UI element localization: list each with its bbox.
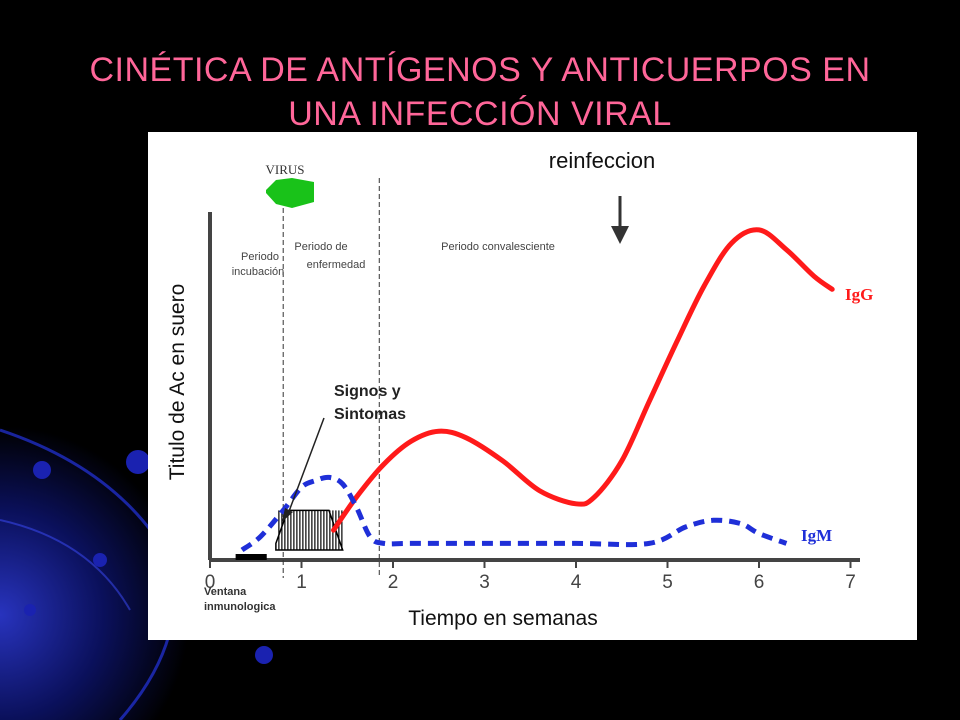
x-axis-title: Tiempo en semanas (408, 607, 597, 630)
antibody-kinetics-chart: 0 1 2 3 4 5 6 7 VIRUS reinfeccion Periodo incub… (166, 148, 873, 630)
signs-pointer-arrow-icon (282, 417, 325, 522)
x-tick-label: 4 (571, 572, 582, 593)
window-bar (235, 554, 267, 560)
phase-convalescent-label: Periodo convalesciente (441, 241, 555, 253)
x-tick-label: 6 (754, 572, 765, 593)
virus-icon (266, 178, 314, 208)
x-tick-label: 3 (479, 572, 490, 593)
phase-incubation-label-2: incubación (232, 266, 285, 278)
phase-disease-label-1: Periodo de (294, 241, 347, 253)
signs-label-2: Sintomas (334, 406, 406, 423)
virus-label: VIRUS (265, 162, 304, 177)
x-tick-label: 1 (296, 572, 307, 593)
chart-panel: 0 1 2 3 4 5 6 7 VIRUS reinfeccion Periodo incub… (148, 132, 917, 640)
signs-label-1: Signos y (334, 383, 401, 400)
x-tick-label: 2 (388, 572, 399, 593)
y-axis-title: Titulo de Ac en suero (166, 284, 189, 481)
x-tick-label: 7 (845, 572, 856, 593)
slide-title: CINÉTICA DE ANTÍGENOS Y ANTICUERPOS EN U… (40, 48, 920, 136)
x-tick-label: 5 (662, 572, 673, 593)
igm-label: IgM (801, 526, 832, 545)
series-line-igm (240, 474, 788, 553)
reinfection-label: reinfeccion (549, 148, 655, 173)
window-label-1: Ventana (204, 586, 247, 598)
series-line-igg (331, 227, 835, 533)
slide-title-line2: UNA INFECCIÓN VIRAL (288, 95, 672, 133)
igg-label: IgG (845, 285, 873, 304)
reinfection-arrow-icon (611, 196, 629, 244)
phase-disease-label-2: enfermedad (307, 259, 366, 271)
x-tick-label: 0 (205, 572, 216, 593)
phase-incubation-label-1: Periodo (241, 251, 279, 263)
slide-title-line1: CINÉTICA DE ANTÍGENOS Y ANTICUERPOS EN (89, 51, 871, 89)
window-label-2: inmunologica (204, 601, 276, 613)
